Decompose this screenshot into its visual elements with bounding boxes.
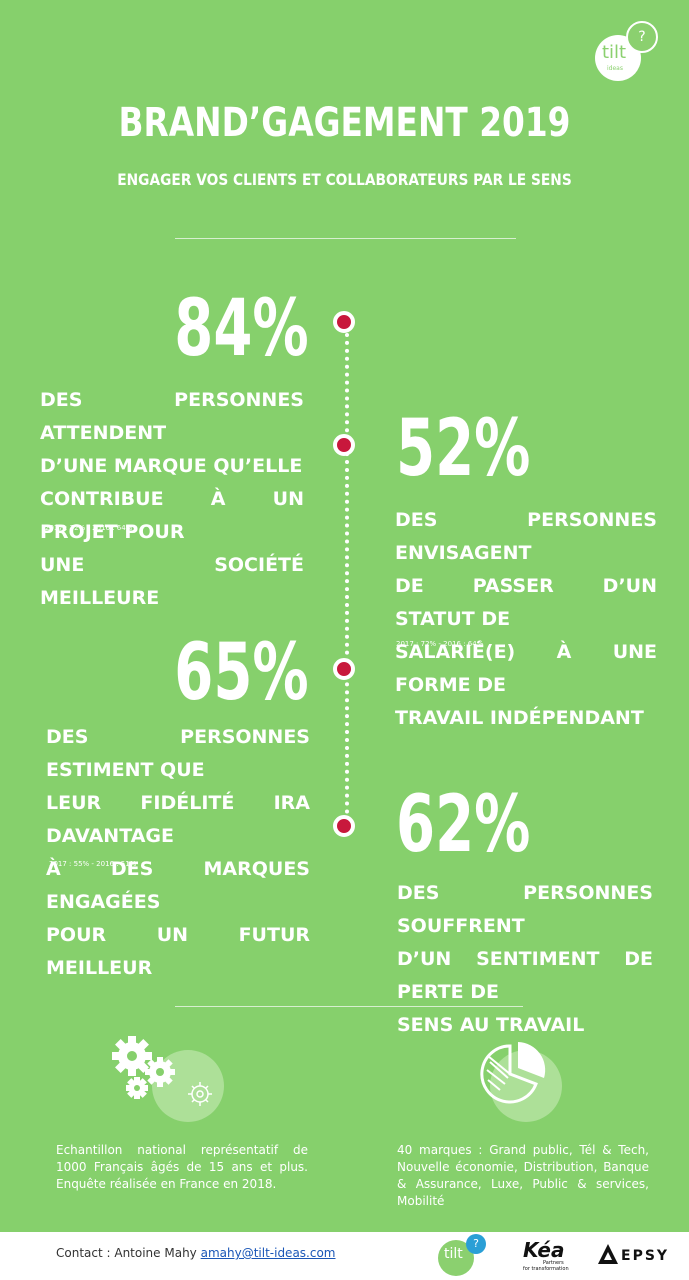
stat-value: 84% — [174, 284, 309, 374]
stat-note: 2017 : 55% - 2016 : 51% — [49, 860, 137, 868]
divider-bottom — [175, 1006, 523, 1007]
kea-logo: Kéa Partners for transformation — [523, 1238, 569, 1272]
question-icon: ? — [466, 1234, 486, 1254]
timeline-dot — [333, 658, 355, 680]
timeline-dot — [333, 434, 355, 456]
stat-value: 52% — [396, 404, 531, 494]
stat-value: 65% — [174, 628, 309, 718]
stat-text: DES PERSONNES ENVISAGENT DE PASSER D’UN … — [395, 509, 657, 729]
pie-chart-icon — [478, 1040, 558, 1110]
page-title: BRAND’GAGEMENT 2019 — [118, 100, 571, 146]
stat-note: 2017 : 72% - 2016 : 64% — [396, 640, 484, 648]
tilt-logo-footer: tilt ? — [438, 1234, 486, 1276]
stat-text: DES PERSONNES ESTIMENT QUE LEUR FIDÉLITÉ… — [46, 726, 310, 979]
timeline-dot — [333, 815, 355, 837]
gears-icon — [110, 1036, 220, 1116]
page-subtitle: ENGAGER VOS CLIENTS ET COLLABORATEURS PA… — [117, 170, 572, 189]
stat-text: DES PERSONNES ATTENDENT D’UNE MARQUE QU’… — [40, 389, 304, 609]
stat-value: 62% — [396, 780, 531, 870]
epsy-logo: EPSY — [597, 1243, 677, 1273]
question-icon: ? — [626, 21, 658, 53]
stat-note: 2017 : 72% - 2016 : 64% — [45, 524, 133, 532]
sample-info: Echantillon national représentatif de 10… — [56, 1143, 308, 1191]
brands-info: 40 marques : Grand public, Tél & Tech, N… — [397, 1143, 649, 1208]
contact-line: Contact : Antoine Mahy amahy@tilt-ideas.… — [56, 1246, 336, 1260]
divider-top — [175, 238, 516, 239]
triangle-icon — [598, 1244, 618, 1264]
timeline-line — [345, 325, 349, 830]
timeline-dot — [333, 311, 355, 333]
tilt-logo: tilt ? ideas — [595, 21, 658, 81]
green-background — [0, 0, 689, 1232]
stat-text: DES PERSONNES SOUFFRENT D’UN SENTIMENT D… — [397, 882, 653, 1036]
contact-email-link[interactable]: amahy@tilt-ideas.com — [200, 1246, 336, 1260]
